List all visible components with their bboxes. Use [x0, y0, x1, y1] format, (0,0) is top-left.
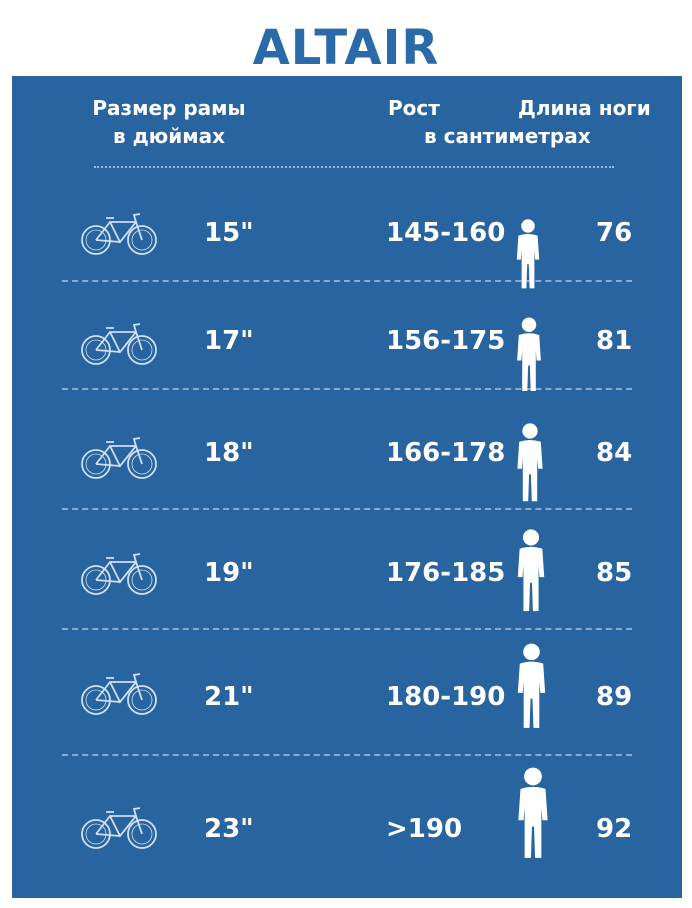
height-range: 156-175 — [386, 326, 506, 356]
frame-size-header-line1: Размер рамы — [92, 96, 246, 120]
frame-size: 19" — [204, 558, 254, 588]
frame-size: 17" — [204, 326, 254, 356]
frame-size: 18" — [204, 438, 254, 468]
person-icon — [512, 218, 544, 294]
size-row: 23" >190 92 — [12, 767, 682, 864]
frame-size: 15" — [204, 218, 254, 248]
row-divider — [62, 388, 632, 390]
frame-size: 21" — [204, 682, 254, 712]
height-range: 176-185 — [386, 558, 506, 588]
header-divider — [94, 166, 614, 168]
height-range: 180-190 — [386, 682, 506, 712]
leg-length: 85 — [596, 558, 633, 588]
person-icon — [512, 766, 554, 864]
bicycle-icon — [80, 550, 158, 602]
bicycle-icon — [80, 434, 158, 486]
row-divider — [62, 280, 632, 282]
size-row: 15" 145-160 76 — [12, 194, 682, 289]
size-row: 17" 156-175 81 — [12, 300, 682, 392]
size-row: 21" 180-190 89 — [12, 643, 682, 740]
height-range: 145-160 — [386, 218, 506, 248]
bicycle-icon — [80, 804, 158, 856]
person-icon — [512, 316, 546, 397]
person-icon — [512, 422, 548, 507]
leg-length-header: Длина ноги — [518, 96, 651, 120]
frame-size: 23" — [204, 814, 254, 844]
leg-length: 76 — [596, 218, 633, 248]
frame-size-header: Размер рамы в дюймах — [74, 94, 264, 150]
person-icon — [512, 528, 550, 617]
height-range: 166-178 — [386, 438, 506, 468]
row-divider — [62, 508, 632, 510]
height-range: >190 — [386, 814, 463, 844]
leg-length: 81 — [596, 326, 633, 356]
size-chart-panel: Размер рамы в дюймах Рост в сантиметрах … — [12, 76, 682, 898]
bicycle-icon — [80, 210, 158, 262]
row-divider — [62, 754, 632, 756]
frame-size-header-line2: в дюймах — [113, 124, 225, 148]
height-header-line2: в сантиметрах — [424, 124, 591, 148]
bicycle-icon — [80, 320, 158, 372]
leg-length: 89 — [596, 682, 633, 712]
brand-logo: ALTAIR — [0, 18, 692, 78]
leg-length: 92 — [596, 814, 633, 844]
bicycle-icon — [80, 670, 158, 722]
leg-length: 84 — [596, 438, 633, 468]
height-header-line1: Рост — [388, 96, 440, 120]
size-row: 19" 176-185 85 — [12, 528, 682, 618]
size-row: 18" 166-178 84 — [12, 410, 682, 502]
person-icon — [512, 642, 551, 734]
row-divider — [62, 628, 632, 630]
brand-name: ALTAIR — [252, 20, 440, 76]
